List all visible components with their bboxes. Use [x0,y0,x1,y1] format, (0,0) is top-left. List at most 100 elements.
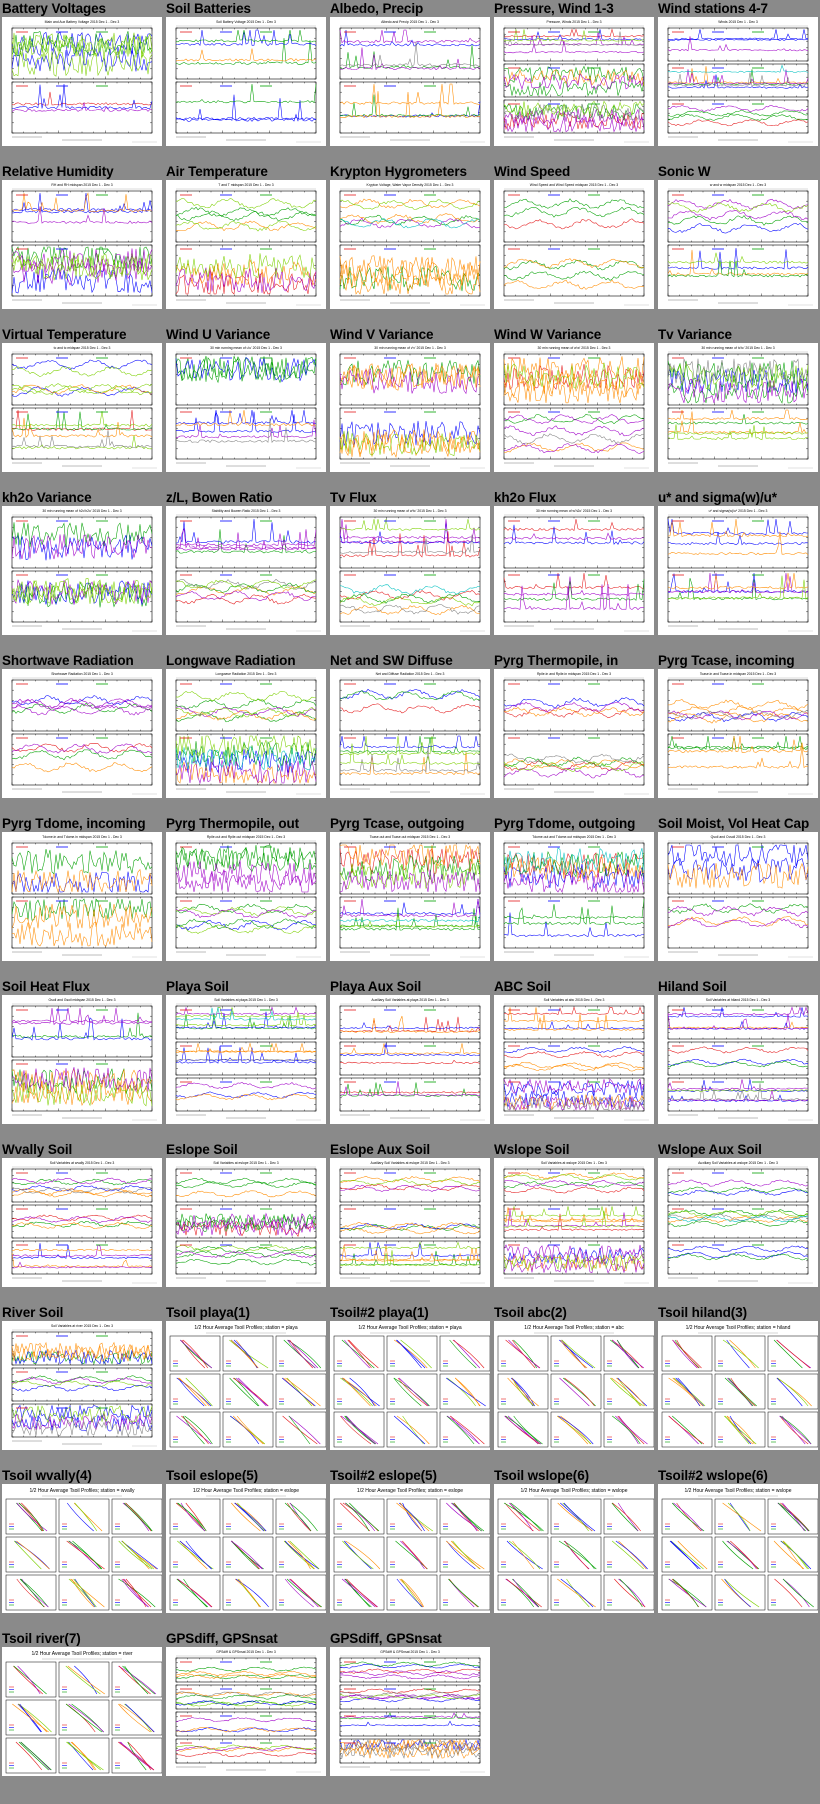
plot-tile-title: Tsoil wslope(6) [494,1468,590,1483]
plot-thumbnail-image: u* and sigma(w)/u* 2015 Dec 1 - Dec 3 [658,506,818,635]
plot-thumbnail-link[interactable]: 1/2 Hour Average Tsoil Profiles; station… [494,1484,654,1613]
plot-tile: Tsoil abc(2) 1/2 Hour Average Tsoil Profi… [492,1304,656,1467]
plot-thumbnail-link[interactable]: 30 min running mean of v'v' 2015 Dec 1 -… [330,343,490,472]
plot-tile-title: Tsoil#2 eslope(5) [330,1468,437,1483]
plot-thumbnail-link[interactable]: 1/2 Hour Average Tsoil Profiles; station… [2,1484,162,1613]
plot-thumbnail-image: Soil Variables at wslope 2015 Dec 1 - De… [494,1158,654,1287]
plot-thumbnail-link[interactable]: GPSdiff & GPSnsat 2015 Dec 1 - Dec 3 [166,1647,326,1776]
plot-tile: kh2o Variance 30 min running mean of h2o'… [0,489,164,652]
plot-thumbnail-link[interactable]: Longwave Radiation 2015 Dec 1 - Dec 3 [166,669,326,798]
mini-plot-title: 1/2 Hour Average Tsoil Profiles; station… [194,1325,298,1331]
plot-tile: Longwave Radiation Longwave Radiation 201… [164,652,328,815]
plot-tile-title: Tsoil#2 playa(1) [330,1305,429,1320]
plot-thumbnail-link[interactable]: 30 min running mean of tc'tc' 2015 Dec 1… [658,343,818,472]
plot-thumbnail-link[interactable]: 1/2 Hour Average Tsoil Profiles; station… [330,1484,490,1613]
plot-thumbnail-link[interactable]: GPSdiff & GPSnsat 2015 Dec 1 - Dec 3 [330,1647,490,1776]
plot-thumbnail-link[interactable]: Tcase.in and Tcase.in midspan 2015 Dec 1… [658,669,818,798]
plot-thumbnail-link[interactable]: 30 min running mean of w'w' 2015 Dec 1 -… [494,343,654,472]
mini-plot-title: Pressure, Winds 2015 Dec 1 - Dec 3 [546,20,601,24]
plot-thumbnail-link[interactable]: 1/2 Hour Average Tsoil Profiles; station… [658,1321,818,1450]
plot-tile: Tsoil#2 playa(1) 1/2 Hour Average Tsoil P… [328,1304,492,1467]
plot-thumbnail-link[interactable]: 30 min running mean of w'tc' 2015 Dec 1 … [330,506,490,635]
plot-thumbnail-link[interactable]: RH and RH midspan 2015 Dec 1 - Dec 3 [2,180,162,309]
plot-tile-title: Tsoil river(7) [2,1631,81,1646]
mini-plot-title: 1/2 Hour Average Tsoil Profiles; station… [686,1325,791,1331]
plot-thumbnail-link[interactable]: 30 min running mean of u'u' 2015 Dec 1 -… [166,343,326,472]
plot-thumbnail-link[interactable]: Soil Variables at eslope 2015 Dec 1 - De… [166,1158,326,1287]
plot-thumbnail-link[interactable]: Soil Variables at wvally 2015 Dec 1 - De… [2,1158,162,1287]
plot-thumbnail-link[interactable]: Tcase.out and Tcase.out midspan 2015 Dec… [330,832,490,961]
plot-thumbnail-image: 30 min running mean of h2o'h2o' 2015 Dec… [2,506,162,635]
plot-thumbnail-link[interactable]: 1/2 Hour Average Tsoil Profiles; station… [494,1321,654,1450]
plot-tile-title: Wind U Variance [166,327,271,342]
plot-thumbnail-link[interactable]: Main and Aux Battery Voltage 2015 Dec 1 … [2,17,162,146]
plot-thumbnail-link[interactable]: Soil Battery Voltage 2015 Dec 1 - Dec 3 [166,17,326,146]
plot-tile-title: Pyrg Tdome, outgoing [494,816,636,831]
plot-thumbnail-link[interactable]: 1/2 Hour Average Tsoil Profiles; station… [658,1484,818,1613]
plot-thumbnail-link[interactable]: Rpile.in and Rpile.in midspan 2015 Dec 1… [494,669,654,798]
plot-tile-title: Hiland Soil [658,979,727,994]
plot-thumbnail-link[interactable]: Qsoil and Cvsoil 2015 Dec 1 - Dec 3 [658,832,818,961]
plot-thumbnail-link[interactable]: Albedo and Precip 2015 Dec 1 - Dec 3 [330,17,490,146]
plot-thumbnail-link[interactable]: Soil Variables at playa 2015 Dec 1 - Dec… [166,995,326,1124]
plot-thumbnail-link[interactable]: Soil Variables at wslope 2015 Dec 1 - De… [494,1158,654,1287]
plot-tile-title: Tv Variance [658,327,732,342]
plot-thumbnail-link[interactable]: 30 min running mean of w'h2o' 2015 Dec 1… [494,506,654,635]
plot-thumbnail-link[interactable]: Shortwave Radiation 2015 Dec 1 - Dec 3 [2,669,162,798]
mini-plot-title: 30 min running mean of u'u' 2015 Dec 1 -… [210,346,282,350]
plot-thumbnail-link[interactable]: Winds 2015 Dec 1 - Dec 3 [658,17,818,146]
plot-thumbnail-image: 1/2 Hour Average Tsoil Profiles; station… [330,1484,490,1613]
plot-thumbnail-image: Rpile.in and Rpile.in midspan 2015 Dec 1… [494,669,654,798]
plot-thumbnail-link[interactable]: 1/2 Hour Average Tsoil Profiles; station… [166,1484,326,1613]
plot-thumbnail-link[interactable]: w and w midspan 2015 Dec 1 - Dec 3 [658,180,818,309]
plot-thumbnail-image: Stability and Bowen Ratio 2015 Dec 1 - D… [166,506,326,635]
mini-plot-title: Stability and Bowen Ratio 2015 Dec 1 - D… [212,509,281,513]
plot-thumbnail-link[interactable]: Auxiliary Soil Variables at eslope 2015 … [330,1158,490,1287]
plot-tile-title: Tsoil eslope(5) [166,1468,259,1483]
plot-thumbnail-link[interactable]: Soil Variables at abc 2015 Dec 1 - Dec 3 [494,995,654,1124]
plot-thumbnail-image: 1/2 Hour Average Tsoil Profiles; station… [658,1321,818,1450]
plot-tile: Net and SW Diffuse Net and Diffuse Radiat… [328,652,492,815]
plot-thumbnail-link[interactable]: Net and Diffuse Radiation 2015 Dec 1 - D… [330,669,490,798]
plot-tile-title: Playa Aux Soil [330,979,422,994]
mini-plot-title: Rpile.in and Rpile.in midspan 2015 Dec 1… [537,672,611,676]
mini-plot-title: Tdome.in and Tdome.in midspan 2015 Dec 1… [42,835,122,839]
plot-tile: Wind U Variance 30 min running mean of u'… [164,326,328,489]
plot-thumbnail-link[interactable]: Soil Variables at river 2015 Dec 1 - Dec… [2,1321,162,1450]
plot-thumbnail-link[interactable]: 1/2 Hour Average Tsoil Profiles; station… [2,1647,162,1776]
plot-thumbnail-link[interactable]: tc and tc midspan 2015 Dec 1 - Dec 3 [2,343,162,472]
plot-thumbnail-image: 30 min running mean of w'tc' 2015 Dec 1 … [330,506,490,635]
plot-thumbnail-link[interactable]: T and T midspan 2015 Dec 1 - Dec 3 [166,180,326,309]
plot-thumbnail-link[interactable]: Tdome.out and Tdome.out midspan 2015 Dec… [494,832,654,961]
mini-plot-title: Winds 2015 Dec 1 - Dec 3 [718,20,758,24]
plot-thumbnail-image: 1/2 Hour Average Tsoil Profiles; station… [494,1484,654,1613]
plot-thumbnail-link[interactable]: Rpile.out and Rpile.out midspan 2015 Dec… [166,832,326,961]
plot-thumbnail-link[interactable]: 30 min running mean of h2o'h2o' 2015 Dec… [2,506,162,635]
plot-thumbnail-link[interactable]: u* and sigma(w)/u* 2015 Dec 1 - Dec 3 [658,506,818,635]
plot-tile-title: GPSdiff, GPSnsat [166,1631,278,1646]
plot-tile: River Soil Soil Variables at river 2015 D… [0,1304,164,1467]
plot-thumbnail-link[interactable]: 1/2 Hour Average Tsoil Profiles; station… [330,1321,490,1450]
plot-thumbnail-link[interactable]: Pressure, Winds 2015 Dec 1 - Dec 3 [494,17,654,146]
plot-tile-title: ABC Soil [494,979,551,994]
mini-plot-title: Longwave Radiation 2015 Dec 1 - Dec 3 [216,672,277,676]
plot-thumbnail-link[interactable]: Gsoil and Gsoil midspan 2015 Dec 1 - Dec… [2,995,162,1124]
plot-thumbnail-image: 1/2 Hour Average Tsoil Profiles; station… [330,1321,490,1450]
plot-thumbnail-link[interactable]: Soil Variables at hiland 2015 Dec 1 - De… [658,995,818,1124]
plot-tile-title: Tsoil playa(1) [166,1305,250,1320]
plot-tile-title: Air Temperature [166,164,268,179]
plot-thumbnail-link[interactable]: Tdome.in and Tdome.in midspan 2015 Dec 1… [2,832,162,961]
plot-thumbnail-link[interactable]: Stability and Bowen Ratio 2015 Dec 1 - D… [166,506,326,635]
plot-thumbnail-link[interactable]: Wind Speed and Wind Speed midspan 2015 D… [494,180,654,309]
plot-tile-title: Pyrg Tcase, outgoing [330,816,465,831]
plot-tile-title: GPSdiff, GPSnsat [330,1631,442,1646]
mini-plot-title: 30 min running mean of v'v' 2015 Dec 1 -… [374,346,446,350]
plot-thumbnail-link[interactable]: Krypton Voltage, Water Vapor Density 201… [330,180,490,309]
plot-thumbnail-link[interactable]: Auxiliary Soil Variables at wslope 2015 … [658,1158,818,1287]
mini-plot-title: Qsoil and Cvsoil 2015 Dec 1 - Dec 3 [711,835,766,839]
plot-thumbnail-link[interactable]: Auxiliary Soil Variables at playa 2015 D… [330,995,490,1124]
plot-thumbnail-image: Shortwave Radiation 2015 Dec 1 - Dec 3 [2,669,162,798]
plot-thumbnail-link[interactable]: 1/2 Hour Average Tsoil Profiles; station… [166,1321,326,1450]
mini-plot-title: 30 min running mean of h2o'h2o' 2015 Dec… [42,509,121,513]
plot-thumbnail-image: Soil Battery Voltage 2015 Dec 1 - Dec 3 [166,17,326,146]
